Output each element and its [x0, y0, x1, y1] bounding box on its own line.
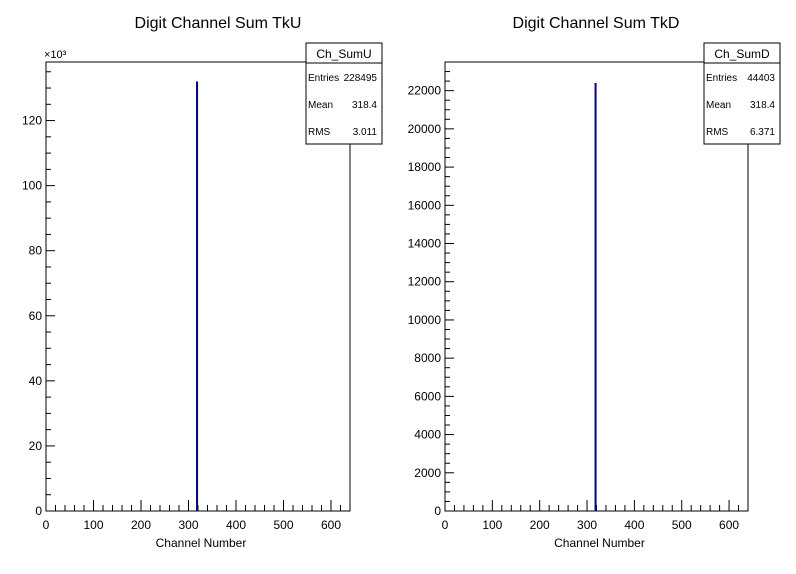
stats-value: 44403 [747, 73, 775, 84]
x-tick-label: 400 [226, 518, 246, 532]
stats-title: Ch_SumD [714, 47, 770, 61]
x-tick-label: 200 [131, 518, 151, 532]
y-tick-label: 22000 [408, 84, 442, 98]
y-tick-label: 60 [29, 309, 43, 323]
y-tick-label: 120 [22, 114, 42, 128]
stats-title: Ch_SumU [316, 47, 371, 61]
chart-title: Digit Channel Sum TkU [135, 15, 302, 32]
y-tick-label: 10000 [408, 313, 442, 327]
y-tick-label: 20 [29, 439, 43, 453]
x-tick-label: 0 [442, 518, 449, 532]
stats-value: 318.4 [352, 100, 377, 111]
stats-label: RMS [706, 127, 729, 138]
y-tick-label: 8000 [414, 351, 441, 365]
y-tick-label: 80 [29, 244, 43, 258]
stats-value: 228495 [344, 73, 378, 84]
y-tick-label: 4000 [414, 428, 441, 442]
x-tick-label: 200 [530, 518, 550, 532]
chart-title: Digit Channel Sum TkD [513, 15, 680, 32]
y-tick-label: 12000 [408, 275, 442, 289]
x-tick-label: 0 [43, 518, 50, 532]
y-tick-label: 0 [434, 504, 441, 518]
y-tick-label: 6000 [414, 389, 441, 403]
stats-value: 6.371 [750, 127, 775, 138]
stats-label: Entries [706, 73, 737, 84]
y-tick-label: 14000 [408, 237, 442, 251]
y-tick-label: 20000 [408, 122, 442, 136]
x-tick-label: 500 [273, 518, 293, 532]
chart-pad-2: Digit Channel Sum TkD 0 100 200 300 400 500 600… [408, 15, 781, 550]
y-exponent-label: ×10³ [44, 49, 67, 61]
stats-value: 3.011 [353, 127, 378, 138]
y-tick-label: 18000 [408, 160, 442, 174]
y-tick-label: 16000 [408, 198, 442, 212]
x-tick-label: 600 [321, 518, 341, 532]
x-axis-label: Channel Number [554, 536, 645, 550]
stats-label: Mean [706, 100, 731, 111]
x-tick-label: 500 [672, 518, 692, 532]
y-tick-label: 0 [35, 504, 42, 518]
x-tick-label: 100 [83, 518, 103, 532]
stats-box [305, 42, 383, 145]
stats-label: Entries [308, 73, 339, 84]
x-tick-label: 400 [624, 518, 644, 532]
y-tick-label: 100 [22, 179, 42, 193]
x-tick-label: 100 [482, 518, 502, 532]
stats-label: Mean [308, 100, 333, 111]
x-tick-label: 600 [719, 518, 739, 532]
x-tick-label: 300 [178, 518, 198, 532]
x-tick-label: 300 [577, 518, 597, 532]
stats-box [703, 42, 781, 145]
y-tick-label: 2000 [414, 466, 441, 480]
stats-label: RMS [308, 127, 331, 138]
stats-value: 318.4 [750, 100, 775, 111]
y-tick-label: 40 [29, 374, 43, 388]
x-axis-label: Channel Number [156, 536, 247, 550]
